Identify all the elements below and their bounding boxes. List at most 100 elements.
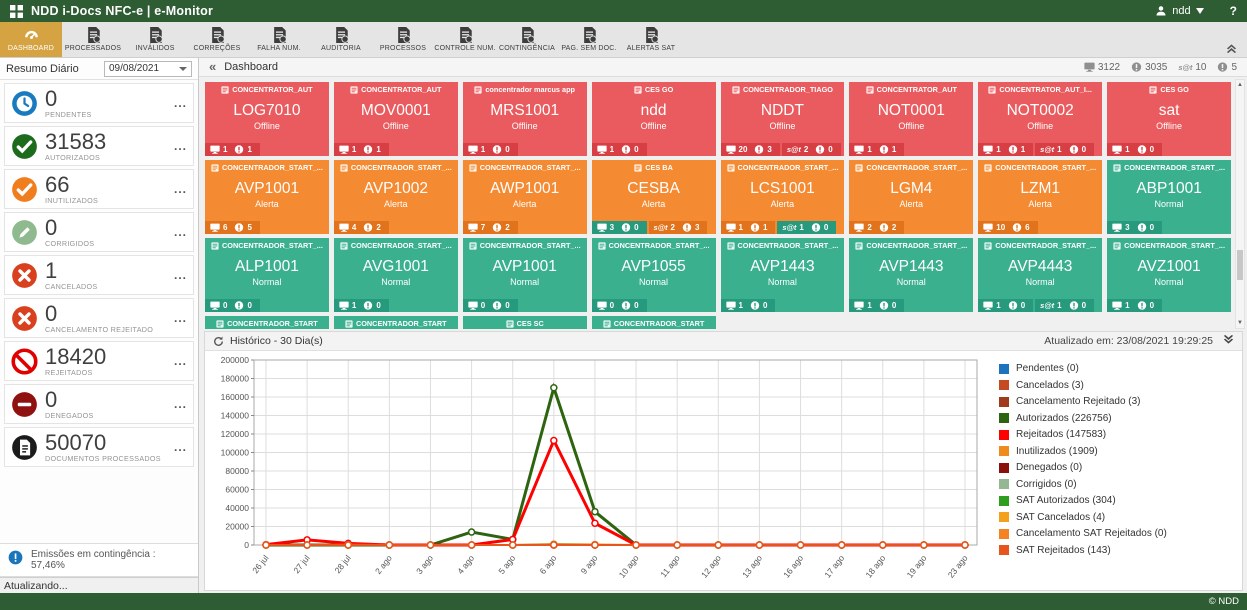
document-icon: [520, 27, 535, 43]
badge-alert: 0: [621, 145, 639, 154]
collapse-down-icon[interactable]: [1223, 332, 1234, 350]
tile-group-header: concentrador marcus app: [463, 85, 587, 94]
concentrator-tile-mov0001[interactable]: CONCENTRATOR_AUT MOV0001 Offline 1 1: [333, 82, 458, 156]
card-body: 31583 AUTORIZADOS: [45, 130, 106, 162]
scroll-down-icon[interactable]: ▼: [1237, 320, 1243, 326]
legend-item-cancelamento-rejeitado[interactable]: Cancelamento Rejeitado (3): [999, 396, 1234, 407]
badge-alert: 0: [363, 301, 381, 310]
concentrator-tile-concentrador-start[interactable]: CONCENTRADOR_START: [591, 316, 716, 329]
concentrator-tile-cesba[interactable]: CES BA CESBA Alerta 3 0 s@t 2 3: [591, 160, 716, 234]
user-menu[interactable]: ndd: [1155, 5, 1204, 17]
card-menu-button[interactable]: ...: [173, 440, 187, 454]
badge-value: 3: [609, 223, 615, 232]
badge-monitor: 4: [339, 223, 356, 232]
legend-item-sat-rejeitados[interactable]: SAT Rejeitados (143): [999, 545, 1234, 556]
legend-item-autorizados[interactable]: Autorizados (226756): [999, 413, 1234, 424]
app-grid-icon[interactable]: [10, 4, 23, 18]
help-button[interactable]: ?: [1229, 4, 1237, 18]
concentrator-tile-lgm4[interactable]: CONCENTRADOR_START_... LGM4 Alerta 2 2: [849, 160, 974, 234]
legend-item-pendentes[interactable]: Pendentes (0): [999, 363, 1234, 374]
tab-dashboard[interactable]: DASHBOARD: [0, 22, 62, 57]
scroll-up-icon[interactable]: ▲: [1237, 82, 1243, 88]
concentrator-tile-lzm1[interactable]: CONCENTRADOR_START_... LZM1 Alerta 10 6: [978, 160, 1103, 234]
concentrator-tile-nddt[interactable]: CONCENTRADOR_TIAGO NDDT Offline 20 3 s@t 2 0: [720, 82, 845, 156]
card-menu-button[interactable]: ...: [173, 182, 187, 196]
concentrator-tile-avp1001[interactable]: CONCENTRADOR_START_... AVP1001 Normal 0 0: [462, 238, 587, 312]
card-menu-button[interactable]: ...: [173, 96, 187, 110]
concentrator-tile-not0001[interactable]: CONCENTRATOR_AUT NOT0001 Offline 1 1: [849, 82, 974, 156]
tab-conting-ncia[interactable]: CONTINGÊNCIA: [496, 22, 558, 57]
scroll-thumb[interactable]: [1237, 250, 1243, 280]
legend-item-inutilizados[interactable]: Inutilizados (1909): [999, 446, 1234, 457]
tile-status: Normal: [381, 277, 411, 287]
concentrator-tile-avp4443[interactable]: CONCENTRADOR_START_... AVP4443 Normal 1 0 s@t…: [978, 238, 1103, 312]
badge-sat: s@t 1: [782, 223, 803, 232]
svg-text:80000: 80000: [225, 466, 249, 476]
scrollbar[interactable]: ▲ ▼: [1235, 79, 1245, 329]
tile-group-name: CONCENTRADOR_START_...: [222, 241, 323, 250]
tab-controle-num[interactable]: CONTROLE NUM.: [434, 22, 496, 57]
tab-label: FALHA NUM.: [257, 45, 301, 52]
concentrator-tile-log7010[interactable]: CONCENTRATOR_AUT LOG7010 Offline 1 1: [205, 82, 329, 156]
date-picker[interactable]: 09/08/2021: [104, 60, 192, 77]
card-menu-button[interactable]: ...: [173, 268, 187, 282]
concentrator-tile-avp1001[interactable]: CONCENTRADOR_START_... AVP1001 Alerta 6 5: [205, 160, 329, 234]
concentrator-tile-awp1001[interactable]: CONCENTRADOR_START_... AWP1001 Alerta 7 2: [462, 160, 587, 234]
app-window-icon: [634, 85, 642, 94]
concentrator-tile-avg1001[interactable]: CONCENTRADOR_START_... AVG1001 Normal 1 0: [333, 238, 458, 312]
app-window-icon: [211, 163, 219, 172]
legend-item-rejeitados[interactable]: Rejeitados (147583): [999, 429, 1234, 440]
card-menu-button[interactable]: ...: [173, 225, 187, 239]
legend-item-denegados[interactable]: Denegados (0): [999, 462, 1234, 473]
tab-corre-es[interactable]: CORREÇÕES: [186, 22, 248, 57]
legend-item-sat-cancelados[interactable]: SAT Cancelados (4): [999, 512, 1234, 523]
legend-item-cancelados[interactable]: Cancelados (3): [999, 380, 1234, 391]
concentrator-tile-avp1443[interactable]: CONCENTRADOR_START_... AVP1443 Normal 1 0: [720, 238, 845, 312]
badge-value: 0: [634, 301, 639, 310]
concentrator-tile-alp1001[interactable]: CONCENTRADOR_START_... ALP1001 Normal 0 0: [205, 238, 329, 312]
legend-item-corrigidos[interactable]: Corrigidos (0): [999, 479, 1234, 490]
concentrator-tiles-region: CONCENTRATOR_AUT LOG7010 Offline 1 1 CONCENTR…: [199, 77, 1247, 329]
concentrator-tile-ndd[interactable]: CES GO ndd Offline 1 0: [591, 82, 716, 156]
concentrator-tile-avp1055[interactable]: CONCENTRADOR_START_... AVP1055 Normal 0 0: [591, 238, 716, 312]
tab-alertas-sat[interactable]: ALERTAS SAT: [620, 22, 682, 57]
card-menu-button[interactable]: ...: [173, 397, 187, 411]
concentrator-tile-not0002[interactable]: CONCENTRATOR_AUT_I... NOT0002 Offline 1 1 s@t…: [978, 82, 1103, 156]
tab-falha-num[interactable]: FALHA NUM.: [248, 22, 310, 57]
collapse-left-icon[interactable]: «: [209, 59, 217, 74]
counter-value: 10: [1195, 61, 1207, 73]
svg-text:11 ago: 11 ago: [658, 553, 682, 579]
card-menu-button[interactable]: ...: [173, 311, 187, 325]
concentrator-tile-lcs1001[interactable]: CONCENTRADOR_START_... LCS1001 Alerta 1 1 s@t…: [720, 160, 845, 234]
legend-item-sat-autorizados[interactable]: SAT Autorizados (304): [999, 495, 1234, 506]
tile-group-header: CONCENTRADOR_START_...: [849, 241, 973, 250]
badge-monitor: 1: [468, 145, 485, 154]
concentrator-tile-concentrador-start[interactable]: CONCENTRADOR_START: [333, 316, 458, 329]
tab-auditoria[interactable]: AUDITORIA: [310, 22, 372, 57]
concentrator-tile-sat[interactable]: CES GO sat Offline 1 0: [1107, 82, 1231, 156]
legend-label: Cancelamento SAT Rejeitados (0): [1016, 528, 1167, 539]
toolbar-collapse-icon[interactable]: [1226, 22, 1247, 57]
concentrator-tile-avp1002[interactable]: CONCENTRADOR_START_... AVP1002 Alerta 4 2: [333, 160, 458, 234]
document-icon: [458, 27, 473, 43]
app-window-icon: [855, 163, 864, 172]
concentrator-tile-avp1443[interactable]: CONCENTRADOR_START_... AVP1443 Normal 1 0: [849, 238, 974, 312]
concentrator-tile-mrs1001[interactable]: concentrador marcus app MRS1001 Offline 1 0: [462, 82, 587, 156]
svg-text:28 jul: 28 jul: [332, 553, 352, 575]
concentrator-tile-ces-sc[interactable]: CES SC: [462, 316, 587, 329]
card-menu-button[interactable]: ...: [173, 139, 187, 153]
concentrator-tile-concentrador-start[interactable]: CONCENTRADOR_START: [205, 316, 329, 329]
concentrator-tile-avz1001[interactable]: CONCENTRADOR_START_... AVZ1001 Normal 1 0: [1107, 238, 1231, 312]
legend-swatch: [999, 396, 1009, 407]
tab-processos[interactable]: PROCESSOS: [372, 22, 434, 57]
concentrator-tile-abp1001[interactable]: CONCENTRADOR_START_... ABP1001 Normal 3 0: [1107, 160, 1231, 234]
legend-item-cancelamento-sat-rejeitados[interactable]: Cancelamento SAT Rejeitados (0): [999, 528, 1234, 539]
refresh-icon[interactable]: [213, 336, 224, 347]
tab-processados[interactable]: PROCESSADOS: [62, 22, 124, 57]
card-menu-button[interactable]: ...: [173, 354, 187, 368]
tab-inv-lidos[interactable]: INVÁLIDOS: [124, 22, 186, 57]
badge-monitor: 1: [983, 301, 1001, 310]
tab-pag-sem-doc[interactable]: PAG. SEM DOC.: [558, 22, 620, 57]
alert-icon: [621, 223, 631, 232]
